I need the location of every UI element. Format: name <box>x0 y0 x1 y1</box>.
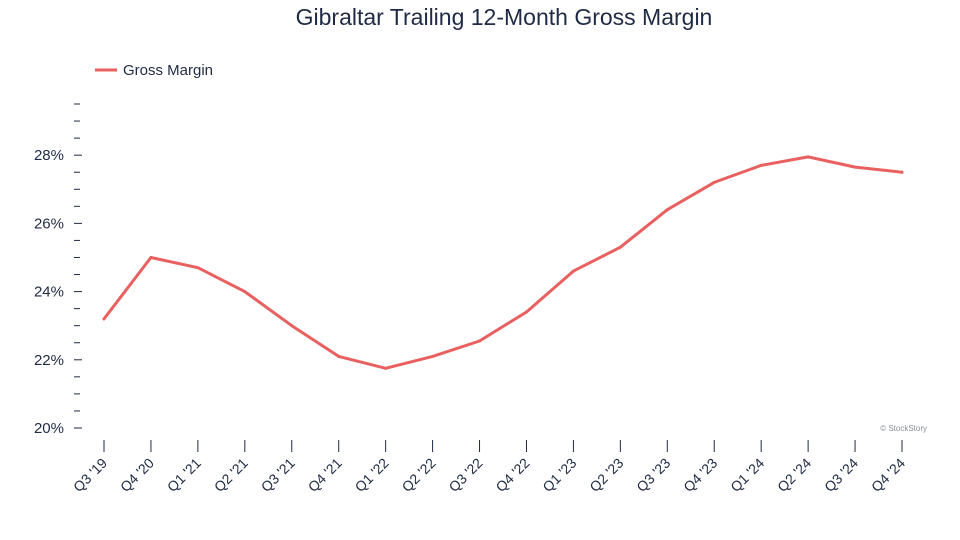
x-tick-label: Q3 '21 <box>258 455 298 495</box>
x-tick-label: Q4 '22 <box>492 455 532 495</box>
data-point <box>524 310 528 314</box>
x-tick-label: Q1 '24 <box>727 455 767 495</box>
data-point <box>102 317 106 321</box>
data-point <box>712 180 716 184</box>
x-tick-label: Q2 '22 <box>399 455 439 495</box>
data-point <box>759 163 763 167</box>
x-tick-label: Q3 '23 <box>633 455 673 495</box>
data-point <box>337 354 341 358</box>
data-point <box>853 165 857 169</box>
data-point <box>571 269 575 273</box>
data-point <box>290 324 294 328</box>
legend-label-gross-margin: Gross Margin <box>123 62 213 79</box>
x-tick-label: Q1 '22 <box>352 455 392 495</box>
x-axis: Q3 '19 Q4 '20 Q1 '21 Q2 '21 Q3 '21 Q4 '21 Q1 '… <box>70 440 908 495</box>
x-tick-label: Q2 '21 <box>211 455 251 495</box>
data-point <box>243 290 247 294</box>
y-tick-label: 22% <box>34 352 64 369</box>
series-line-gross-margin <box>102 155 904 370</box>
x-tick-label: Q2 '23 <box>586 455 626 495</box>
series-layer <box>102 155 904 370</box>
x-tick-label: Q1 '23 <box>539 455 579 495</box>
data-point <box>900 170 904 174</box>
x-tick-label: Q4 '23 <box>680 455 720 495</box>
x-tick-label: Q4 '20 <box>117 455 157 495</box>
data-point <box>618 245 622 249</box>
data-point <box>384 366 388 370</box>
credit-label: © StockStory <box>880 424 927 433</box>
y-tick-label: 28% <box>34 147 64 164</box>
data-point <box>196 266 200 270</box>
data-point <box>665 208 669 212</box>
x-tick-label: Q4 '21 <box>305 455 345 495</box>
x-tick-label: Q4 '24 <box>868 455 908 495</box>
y-tick-label: 26% <box>34 215 64 232</box>
x-tick-label: Q3 '24 <box>821 455 861 495</box>
x-tick-label: Q3 '22 <box>445 455 485 495</box>
y-tick-label: 20% <box>34 420 64 437</box>
data-point <box>431 354 435 358</box>
y-axis: 20% 22% 24% 26% 28% <box>34 103 82 437</box>
x-tick-label: Q1 '21 <box>164 455 204 495</box>
data-point <box>149 255 153 259</box>
x-tick-label: Q3 '19 <box>70 455 110 495</box>
legend: Gross Margin <box>95 62 213 79</box>
x-tick-label: Q2 '24 <box>774 455 814 495</box>
chart-title: Gibraltar Trailing 12-Month Gross Margin <box>296 4 713 30</box>
y-tick-label: 24% <box>34 284 64 301</box>
data-point <box>806 155 810 159</box>
data-point <box>478 339 482 343</box>
